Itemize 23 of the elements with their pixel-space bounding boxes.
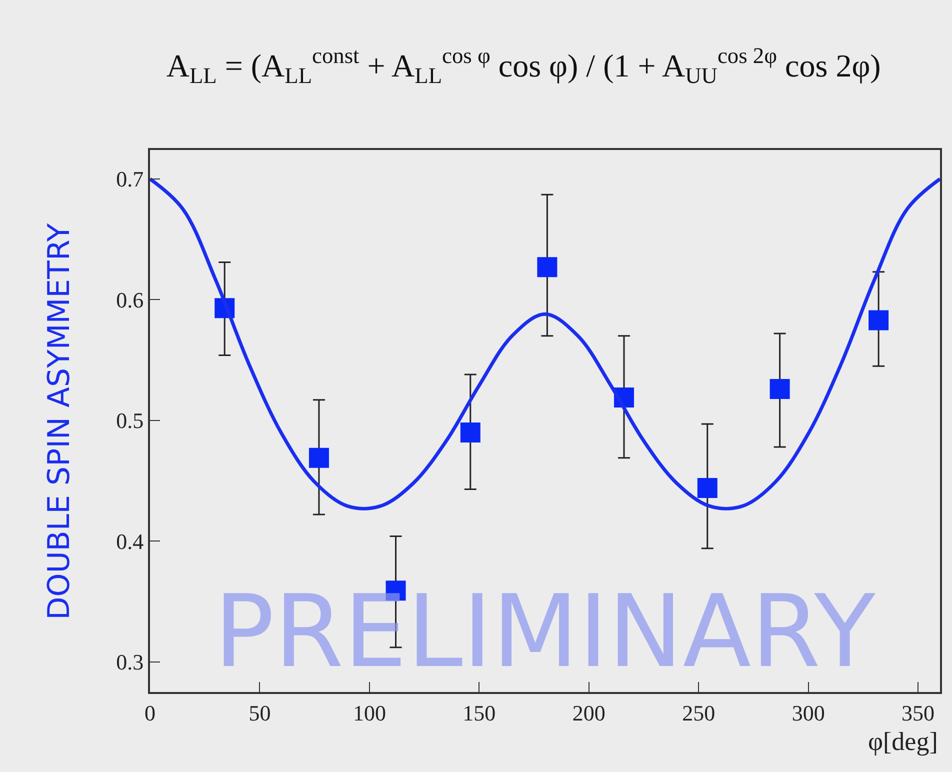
x-tick-label: 350 xyxy=(902,700,935,726)
point xyxy=(460,422,480,442)
x-axis-title: φ[deg] xyxy=(868,727,938,756)
x-tick-label: 50 xyxy=(248,700,271,726)
x-tick-label: 200 xyxy=(572,700,606,726)
y-tick-label: 0.3 xyxy=(116,650,144,675)
y-tick-label: 0.4 xyxy=(116,528,144,554)
x-tick-label: 0 xyxy=(144,700,156,726)
point xyxy=(770,379,790,400)
point xyxy=(868,310,889,330)
y-tick-label: 0.5 xyxy=(116,408,144,434)
point xyxy=(537,257,558,278)
point xyxy=(308,448,329,468)
x-tick-label: 100 xyxy=(352,700,386,726)
y-tick-label: 0.7 xyxy=(116,166,144,192)
y-tick-label: 0.6 xyxy=(116,287,144,312)
x-tick-label: 300 xyxy=(792,700,825,726)
x-tick-label: 250 xyxy=(682,700,716,726)
x-tick-label: 150 xyxy=(462,700,496,726)
annotation: PRELIMINARY xyxy=(214,573,876,690)
point xyxy=(697,478,718,498)
chart-title: A$_{LL}$ = (A$_{LL}$$^{const}$ + A$_{LL}$$^{cos φ}$ cos φ) / (1 + A$_{UU}$$^{cos 2φ}$ cos 2φ) xyxy=(166,43,881,88)
y-axis-title: DOUBLE SPIN ASYMMETRY xyxy=(42,222,77,620)
